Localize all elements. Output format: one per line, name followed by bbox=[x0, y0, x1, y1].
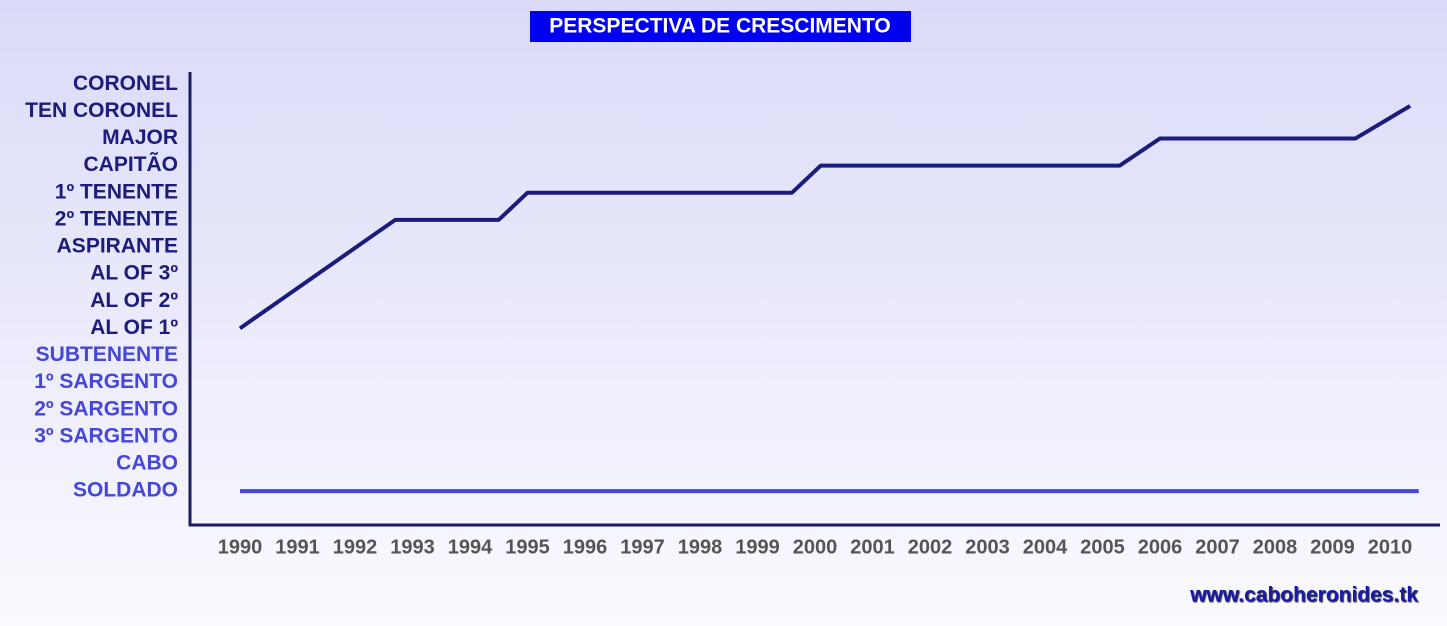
y-tick-label: AL OF 1º bbox=[90, 316, 178, 339]
y-tick-label: 2º SARGENTO bbox=[34, 397, 178, 420]
x-tick-label: 2009 bbox=[1310, 536, 1355, 558]
x-tick-label: 1993 bbox=[390, 536, 435, 558]
y-tick-label: AL OF 3º bbox=[90, 262, 178, 285]
x-tick-label: 1996 bbox=[563, 536, 608, 558]
y-tick-label: CAPITÃO bbox=[84, 153, 179, 176]
x-tick-label: 1994 bbox=[448, 536, 493, 558]
y-tick-label: CABO bbox=[116, 452, 178, 475]
x-tick-label: 2008 bbox=[1253, 536, 1298, 558]
x-tick-label: 2002 bbox=[908, 536, 953, 558]
y-tick-label: TEN CORONEL bbox=[25, 99, 178, 122]
x-tick-label: 1998 bbox=[678, 536, 723, 558]
x-tick-label: 2005 bbox=[1080, 536, 1125, 558]
x-tick-label: 2004 bbox=[1023, 536, 1068, 558]
watermark: www.caboheronides.tk bbox=[1189, 584, 1418, 607]
x-tick-label: 2006 bbox=[1138, 536, 1183, 558]
x-tick-label: 2000 bbox=[793, 536, 838, 558]
x-tick-label: 1990 bbox=[218, 536, 263, 558]
y-tick-label: SUBTENENTE bbox=[36, 343, 178, 366]
y-tick-label: 1º SARGENTO bbox=[34, 370, 178, 393]
x-tick-label: 1997 bbox=[620, 536, 665, 558]
series-line bbox=[238, 104, 1412, 330]
y-tick-label: 3º SARGENTO bbox=[34, 424, 178, 447]
y-tick-label: SOLDADO bbox=[73, 479, 178, 502]
x-tick-label: 2010 bbox=[1368, 536, 1413, 558]
x-tick-label: 1999 bbox=[735, 536, 780, 558]
x-tick-label: 2001 bbox=[850, 536, 895, 558]
y-tick-label: AL OF 2º bbox=[90, 289, 178, 312]
x-tick-label: 1992 bbox=[333, 536, 378, 558]
y-tick-label: ASPIRANTE bbox=[57, 235, 178, 258]
x-tick-label: 1995 bbox=[505, 536, 550, 558]
chart-title: PERSPECTIVA DE CRESCIMENTO bbox=[549, 15, 891, 38]
y-tick-label: 2º TENENTE bbox=[55, 207, 178, 230]
y-tick-label: 1º TENENTE bbox=[55, 180, 178, 203]
x-tick-label: 1991 bbox=[275, 536, 320, 558]
y-tick-label: CORONEL bbox=[73, 72, 178, 95]
title-box bbox=[530, 11, 911, 42]
x-tick-label: 2003 bbox=[965, 536, 1010, 558]
x-tick-label: 2007 bbox=[1195, 536, 1240, 558]
y-tick-label: MAJOR bbox=[102, 126, 178, 149]
